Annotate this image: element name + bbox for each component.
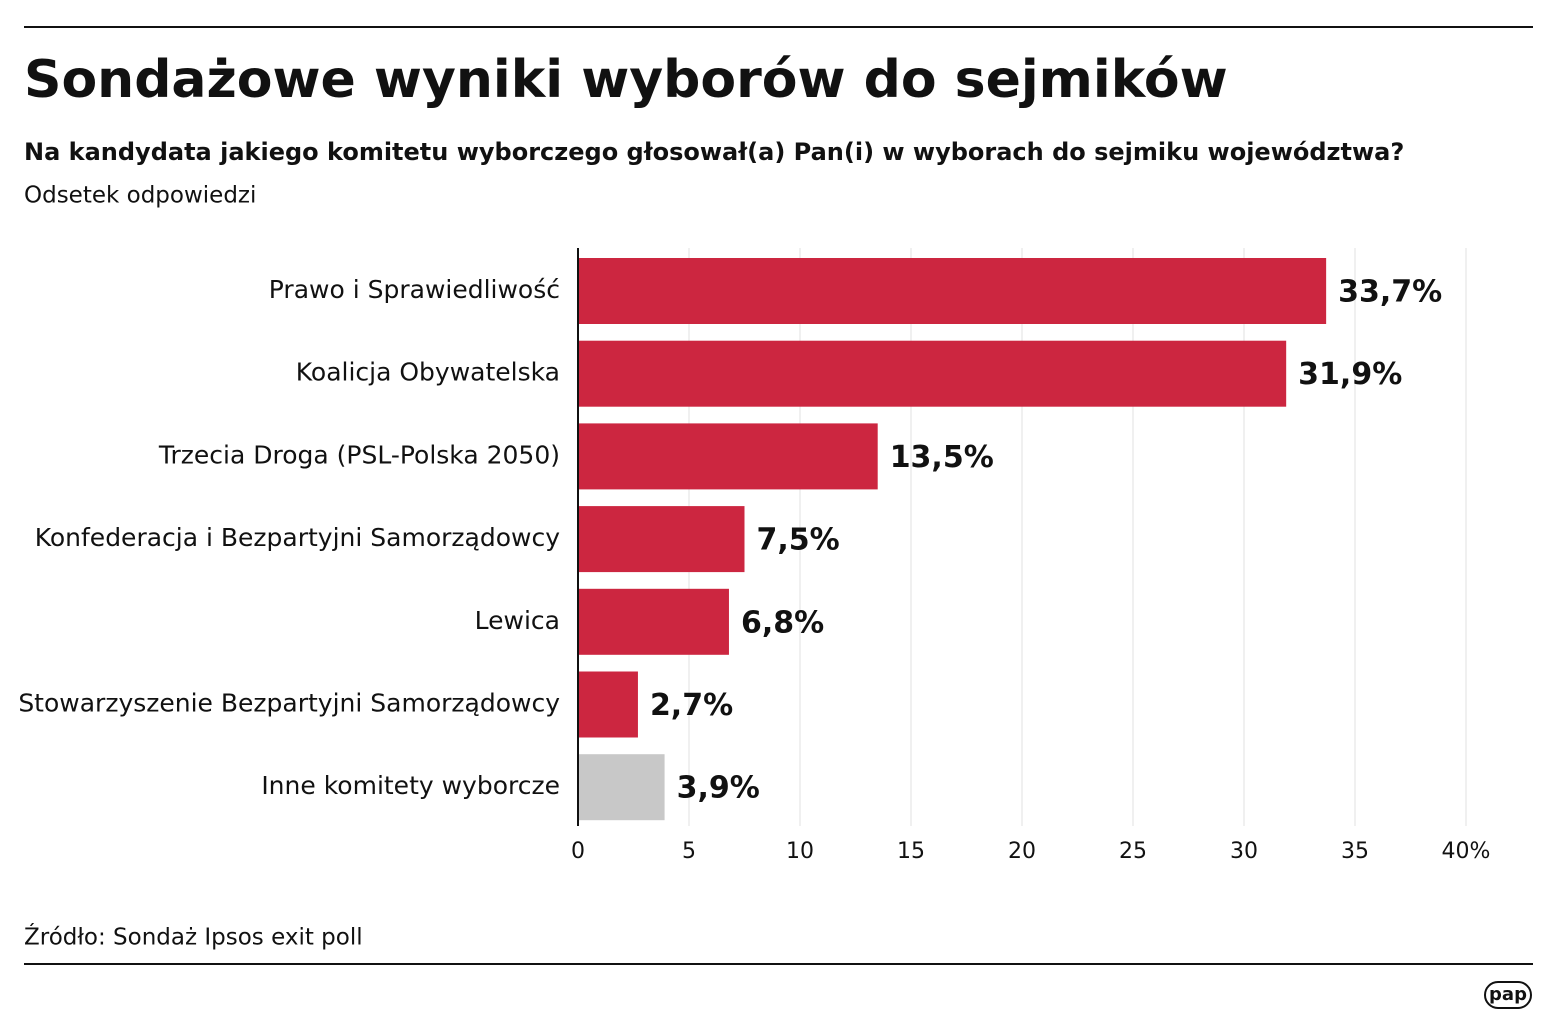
x-tick-label: 35 <box>1341 839 1369 864</box>
logo: pap <box>1489 984 1527 1005</box>
chart-title: Sondażowe wyniki wyborów do sejmików <box>24 50 1228 110</box>
source: Źródło: Sondaż Ipsos exit poll <box>24 923 363 951</box>
value-label: 2,7% <box>650 688 733 723</box>
y-tick-label: Prawo i Sprawiedliwość <box>269 275 560 304</box>
bar <box>578 588 729 655</box>
y-tick-label: Inne komitety wyborcze <box>261 771 560 800</box>
bar <box>578 506 745 573</box>
x-tick-label: 25 <box>1119 839 1147 864</box>
value-label: 31,9% <box>1298 357 1402 392</box>
y-tick-label: Konfederacja i Bezpartyjni Samorządowcy <box>35 523 560 552</box>
chart-subtitle: Na kandydata jakiego komitetu wyborczego… <box>24 138 1404 166</box>
x-tick-label: 10 <box>786 839 814 864</box>
bar <box>578 423 878 490</box>
bar <box>578 340 1287 407</box>
value-label: 7,5% <box>757 523 840 558</box>
y-tick-label: Trzecia Droga (PSL-Polska 2050) <box>158 440 560 469</box>
value-label: 6,8% <box>741 605 824 640</box>
bar <box>578 258 1327 324</box>
logo-frame <box>1484 981 1532 1009</box>
bar <box>578 754 665 821</box>
y-tick-label: Koalicja Obywatelska <box>296 358 560 387</box>
value-label: 33,7% <box>1338 275 1442 310</box>
x-tick-label: 0 <box>571 839 585 864</box>
axis-label: Odsetek odpowiedzi <box>24 183 256 209</box>
x-tick-label: 40% <box>1442 839 1491 864</box>
y-tick-label: Lewica <box>475 606 560 635</box>
bar <box>578 671 638 738</box>
x-tick-label: 15 <box>897 839 925 864</box>
y-tick-label: Stowarzyszenie Bezpartyjni Samorządowcy <box>18 689 560 718</box>
value-label: 13,5% <box>890 440 994 475</box>
value-label: 3,9% <box>677 771 760 806</box>
x-tick-label: 20 <box>1008 839 1036 864</box>
x-tick-label: 30 <box>1230 839 1258 864</box>
x-tick-label: 5 <box>682 839 696 864</box>
